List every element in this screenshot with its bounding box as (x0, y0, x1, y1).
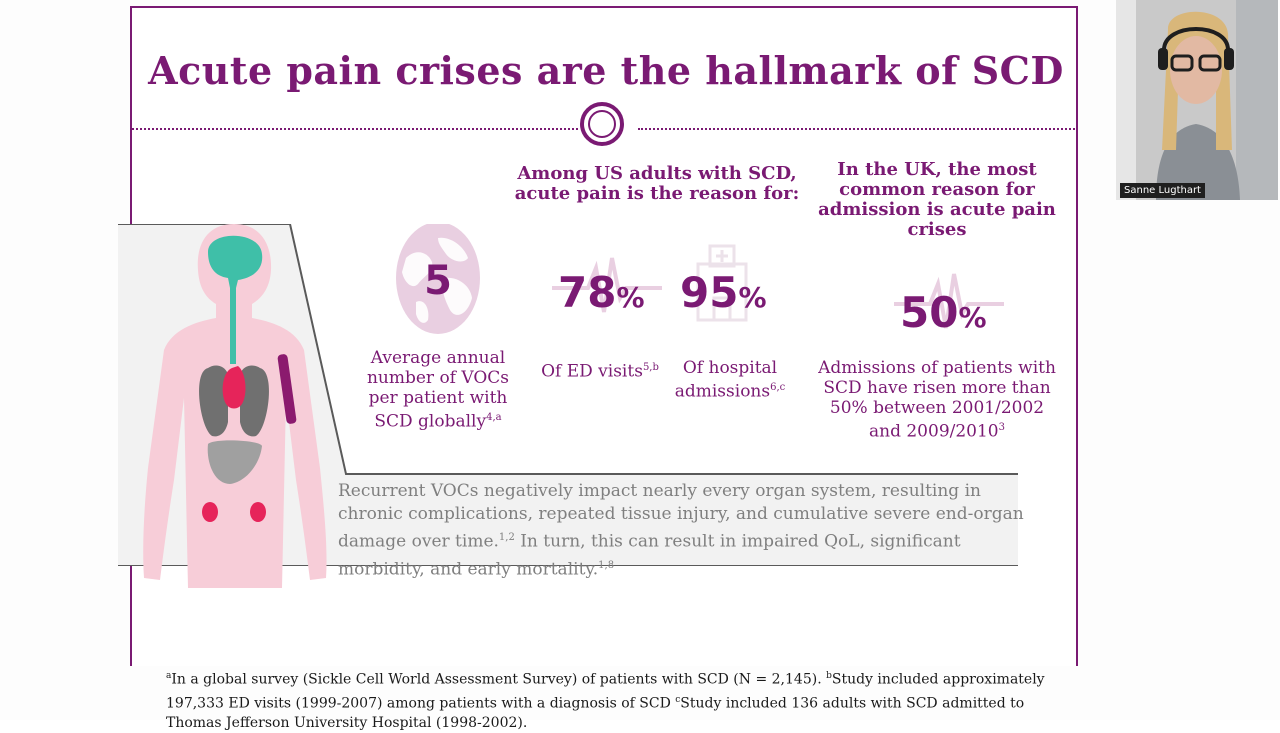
slide-title: Acute pain crises are the hallmark of SC… (148, 48, 1064, 93)
divider-ring-icon (580, 102, 624, 146)
hospital-icon (696, 244, 748, 322)
stat-ed-visits-caption: Of ED visits5,b (541, 361, 659, 382)
stat-hospital-admissions-caption: Of hospital admissions6,c (674, 358, 786, 402)
stat-uk-admissions-caption: Admissions of patients with SCD have ris… (818, 358, 1056, 442)
globe-icon (396, 224, 480, 334)
brain-shape (208, 235, 263, 288)
participant-video-feed (1116, 0, 1278, 200)
participant-video-tile[interactable] (1116, 0, 1278, 200)
stat-ed-visits-value: 78% (558, 268, 645, 317)
slide-footnote: aIn a global survey (Sickle Cell World A… (166, 671, 1045, 732)
organ-band (118, 224, 1018, 566)
title-divider-left (132, 128, 578, 130)
organ-impact-paragraph: Recurrent VOCs negatively impact nearly … (338, 481, 1024, 580)
stat-hospital-admissions-value: 95% (680, 268, 767, 317)
participant-name-label: Sanne Lugthart (1120, 183, 1205, 198)
human-body-illustration (143, 224, 327, 588)
presentation-slide: Acute pain crises are the hallmark of SC… (118, 6, 1078, 666)
uk-heading: In the UK, the most common reason for ad… (818, 159, 1056, 240)
heartbeat-icon (552, 257, 662, 313)
heartbeat-icon (894, 273, 1004, 329)
stat-vocs-value: 5 (424, 258, 452, 304)
us-adults-heading: Among US adults with SCD, acute pain is … (514, 163, 800, 204)
stat-vocs-caption: Average annual number of VOCs per patien… (366, 348, 510, 432)
title-divider-right (638, 128, 1078, 130)
stat-uk-admissions-value: 50% (900, 288, 987, 337)
